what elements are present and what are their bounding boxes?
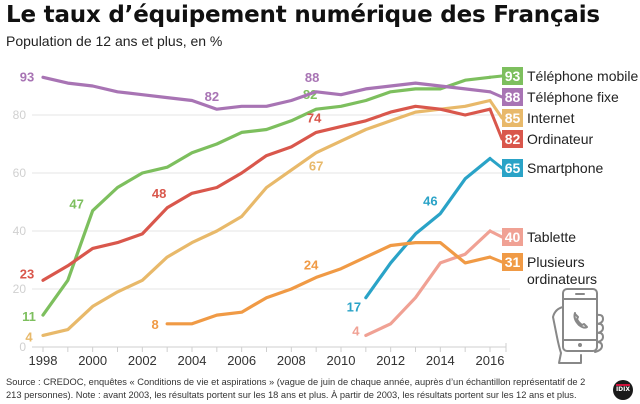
- x-tick-label: 2008: [277, 353, 306, 368]
- series-connector: [488, 107, 504, 141]
- chart-title: Le taux d’équipement numérique des Franç…: [6, 2, 600, 28]
- data-label: 4: [25, 329, 33, 344]
- logo-text: IDIX: [615, 384, 631, 393]
- chart-subtitle: Population de 12 ans et plus, en %: [6, 33, 223, 49]
- data-label: 74: [307, 110, 322, 125]
- data-label: 93: [20, 69, 34, 84]
- legend-value: 65: [505, 160, 521, 176]
- data-label: 23: [20, 266, 34, 281]
- legend-label: Smartphone: [527, 160, 603, 176]
- legend-value-box: [502, 67, 523, 85]
- series-line-plusieurs-ordinateurs: [165, 241, 492, 326]
- data-label: 82: [205, 89, 219, 104]
- y-tick-label: 80: [13, 108, 27, 122]
- data-label: 88: [305, 70, 319, 85]
- legend-value: 31: [505, 254, 521, 270]
- legend-label: Téléphone fixe: [527, 89, 619, 105]
- data-label: 17: [347, 300, 361, 315]
- series-connector: [488, 99, 504, 120]
- x-tick-label: 2000: [78, 353, 107, 368]
- x-tick-label: 2012: [376, 353, 405, 368]
- legend-value-box: [502, 109, 523, 127]
- data-label: 46: [423, 194, 437, 209]
- series-line-smartphone: [364, 156, 492, 300]
- legend-value: 82: [505, 131, 521, 147]
- data-label: 11: [22, 309, 36, 324]
- x-tick-label: 1998: [29, 353, 58, 368]
- y-tick-label: 0: [19, 340, 26, 354]
- data-label: 8: [152, 317, 159, 332]
- legend-label: Tablette: [527, 229, 576, 245]
- legend-label: Ordinateur: [527, 131, 593, 147]
- legend-label: Internet: [527, 110, 575, 126]
- source-note: Source : CREDOC, enquêtes « Conditions d…: [6, 377, 586, 400]
- data-label: 24: [304, 257, 319, 272]
- data-label: 4: [352, 323, 360, 338]
- legend-value-box: [502, 88, 523, 106]
- legend-label: ordinateurs: [527, 271, 597, 287]
- legend-value-box: [502, 159, 523, 177]
- legend-value-box: [502, 253, 523, 271]
- legend-value: 88: [505, 89, 521, 105]
- hand-holding-smartphone-icon: [552, 288, 604, 364]
- legend-value-box: [502, 130, 523, 148]
- x-tick-label: 2014: [426, 353, 455, 368]
- x-tick-label: 2004: [178, 353, 207, 368]
- series-connector: [488, 157, 504, 170]
- series-connector: [488, 229, 504, 239]
- series-connector: [488, 90, 504, 99]
- legend-value: 93: [505, 68, 521, 84]
- data-label: 67: [309, 159, 323, 174]
- legend-value-box: [502, 228, 523, 246]
- x-tick-label: 2010: [327, 353, 356, 368]
- legend-value: 85: [505, 110, 521, 126]
- legend-label: Plusieurs: [527, 254, 585, 270]
- x-tick-label: 2002: [128, 353, 157, 368]
- y-tick-label: 60: [13, 166, 27, 180]
- series-line-internet: [41, 98, 492, 337]
- data-label: 48: [152, 186, 166, 201]
- series-line-t-l-phone-fixe: [41, 75, 492, 111]
- x-tick-label: 2006: [227, 353, 256, 368]
- series-connector: [488, 255, 504, 264]
- y-tick-label: 40: [13, 224, 27, 238]
- publisher-logo: IDIX: [613, 380, 633, 400]
- series-connector: [488, 74, 504, 79]
- x-tick-label: 2016: [476, 353, 505, 368]
- series-line-tablette: [364, 229, 492, 337]
- y-tick-label: 20: [13, 282, 27, 296]
- legend-value: 40: [505, 229, 521, 245]
- data-label: 47: [69, 197, 83, 212]
- legend-label: Téléphone mobile: [527, 68, 639, 84]
